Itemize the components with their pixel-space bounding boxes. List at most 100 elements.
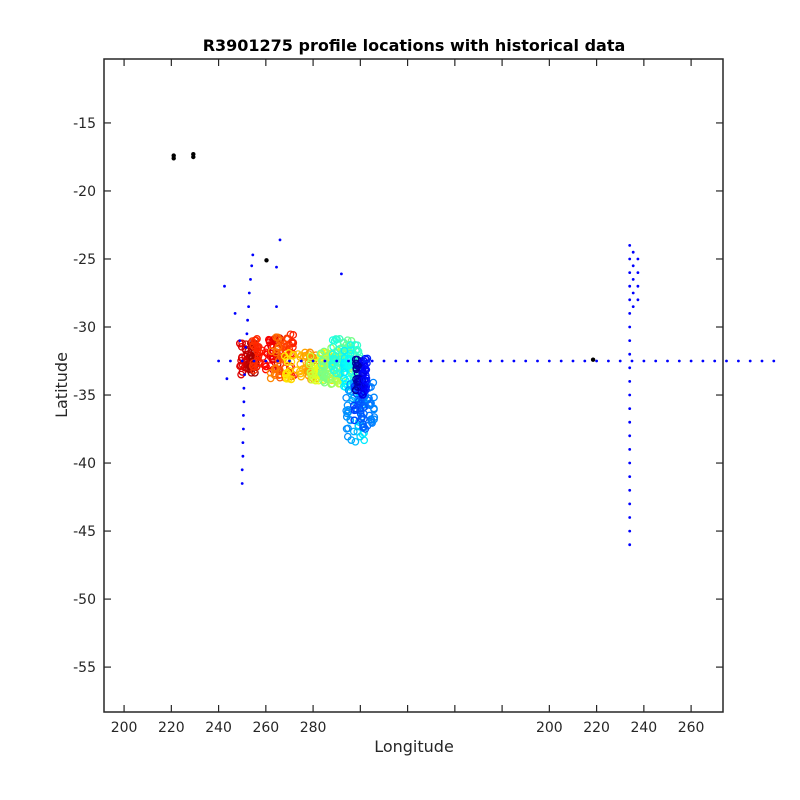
historical-point <box>628 434 632 438</box>
y-tick-label: -50 <box>73 592 96 608</box>
historical-point <box>340 272 343 276</box>
profile-marker <box>320 347 328 356</box>
historical-point <box>628 516 632 519</box>
profile-marker <box>331 352 340 360</box>
historical-point <box>242 427 245 431</box>
chart-title: R3901275 profile locations with historic… <box>203 36 626 55</box>
historical-point <box>275 265 278 269</box>
historical-point <box>631 278 635 281</box>
historical-point <box>370 359 374 363</box>
profile-marker <box>272 348 280 357</box>
y-tick-label: -40 <box>73 456 96 472</box>
historical-point <box>244 346 248 349</box>
profile-marker <box>344 356 352 365</box>
historical-point <box>628 393 632 397</box>
historical-point <box>636 257 640 261</box>
profile-marker <box>292 366 301 375</box>
historical-point <box>242 386 246 390</box>
profile-marker <box>351 437 360 446</box>
historical-point <box>760 359 764 363</box>
historical-point <box>628 529 632 533</box>
profile-marker <box>340 374 348 383</box>
historical-point <box>630 359 634 363</box>
profile-marker <box>370 393 378 402</box>
y-ticks: -15 -20 -25 -30 -35 -40 -45 -50 -55 <box>73 116 723 676</box>
historical-point <box>429 359 433 363</box>
historical-point <box>536 359 539 363</box>
historical-point <box>278 238 282 242</box>
profile-marker <box>236 362 244 371</box>
x-tick-label: 260 <box>252 720 279 736</box>
historical-point <box>628 407 632 410</box>
profile-marker <box>285 345 294 353</box>
y-tick-label: -45 <box>73 524 96 540</box>
historical-black-point <box>590 357 596 362</box>
historical-point <box>571 359 575 363</box>
historical-point <box>240 482 244 485</box>
profile-marker <box>326 375 335 384</box>
profile-marker <box>359 404 368 412</box>
historical-point <box>441 359 445 363</box>
profile-marker <box>311 376 320 385</box>
profile-marker <box>360 422 368 431</box>
x-tick-label: 240 <box>205 720 232 736</box>
historical-point <box>406 359 409 363</box>
x-tick-label: 200 <box>536 720 563 736</box>
x-axis-label: Longitude <box>374 737 454 756</box>
profile-marker <box>330 337 339 345</box>
historical-point <box>628 420 632 424</box>
historical-point <box>229 359 232 363</box>
y-tick-label: -30 <box>73 320 96 336</box>
historical-point <box>628 284 632 288</box>
profile-marker <box>272 364 281 373</box>
profile-marker <box>360 376 369 384</box>
historical-point <box>311 359 315 363</box>
profile-marker <box>340 346 349 355</box>
profile-marker <box>289 331 298 339</box>
historical-point <box>677 359 681 363</box>
profile-marker <box>248 362 257 370</box>
profile-marker <box>259 353 267 361</box>
profile-marker <box>287 375 296 384</box>
historical-point <box>241 454 245 458</box>
profile-marker <box>289 351 297 359</box>
profile-marker <box>319 377 327 385</box>
historical-point <box>276 359 280 363</box>
axes-box <box>103 58 724 713</box>
profile-marker <box>282 369 290 378</box>
historical-point <box>247 291 251 295</box>
profile-marker <box>354 377 362 386</box>
historical-point <box>725 359 728 363</box>
historical-point <box>713 359 717 363</box>
profile-marker <box>244 347 253 356</box>
historical-point <box>559 359 563 363</box>
historical-point <box>628 475 632 478</box>
historical-point <box>607 359 610 363</box>
profile-marker <box>361 365 369 373</box>
historical-point <box>636 298 640 302</box>
profile-marker <box>262 362 270 371</box>
profile-marker <box>365 394 373 403</box>
x-tick-label: 280 <box>300 720 327 736</box>
historical-point <box>701 359 705 363</box>
profile-marker <box>327 380 336 388</box>
historical-point <box>264 359 268 363</box>
profile-marker <box>360 403 369 411</box>
profile-marker <box>296 367 304 376</box>
historical-point <box>595 359 598 363</box>
x-tick-label: 200 <box>111 720 138 736</box>
historical-point <box>225 377 229 381</box>
historical-point <box>636 284 640 288</box>
profile-marker <box>270 369 279 378</box>
historical-point <box>223 284 226 288</box>
x-tick-label: 260 <box>678 720 705 736</box>
profile-marker <box>297 372 305 381</box>
historical-point <box>394 359 398 363</box>
historical-point <box>628 543 632 547</box>
profile-marker <box>252 336 260 345</box>
historical-black-point <box>191 152 196 157</box>
profile-marker <box>343 409 351 418</box>
profile-marker <box>354 361 362 370</box>
historical-point <box>628 461 632 465</box>
